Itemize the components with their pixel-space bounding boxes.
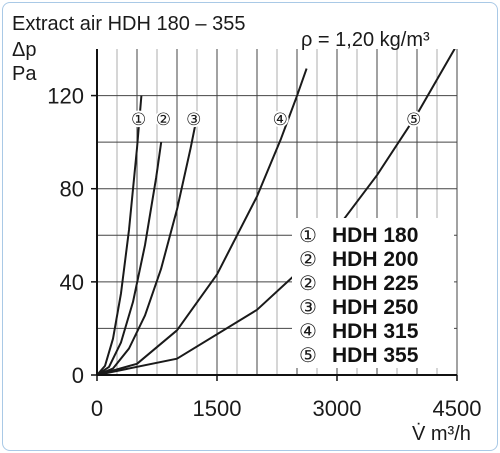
legend-marker: ⑤ — [299, 345, 317, 367]
legend: ① HDH 180 ② HDH 200 ② HDH 225 ③ HDH 250 ④ HDH 315… — [292, 218, 454, 368]
legend-marker: ② — [299, 249, 317, 271]
legend-label: HDH 180 — [332, 224, 418, 247]
curve-① — [97, 95, 143, 375]
curve-label: ① — [131, 110, 146, 129]
axes — [91, 49, 458, 381]
y-tick-label: 40 — [60, 270, 84, 295]
x-tick-label: 0 — [91, 396, 103, 421]
y-axis-unit: Pa — [12, 63, 37, 85]
y-tick-label: 0 — [72, 363, 84, 388]
curve-label: ④ — [273, 110, 288, 129]
legend-label: HDH 200 — [332, 248, 418, 271]
legend-marker: ② — [299, 273, 317, 295]
x-tick-label: 3000 — [313, 396, 362, 421]
curve-label: ⑤ — [406, 110, 421, 129]
density-note: ρ = 1,20 kg/m³ — [301, 29, 430, 51]
curve-② — [97, 141, 163, 375]
legend-marker: ③ — [299, 297, 317, 319]
x-tick-label: 4500 — [433, 396, 482, 421]
x-axis-label: V̇ m³/h — [412, 423, 471, 445]
y-tick-label: 80 — [60, 177, 84, 202]
curve-label: ③ — [186, 110, 201, 129]
legend-label: HDH 250 — [332, 296, 418, 319]
legend-background — [292, 218, 454, 368]
legend-label: HDH 225 — [332, 272, 419, 295]
y-axis-symbol: Δp — [12, 39, 36, 61]
tick-labels: 0 1500 3000 4500 0 40 80 120 — [47, 84, 481, 421]
legend-marker: ④ — [299, 321, 317, 343]
chart-title: Extract air HDH 180 – 355 — [12, 13, 245, 35]
legend-marker: ① — [299, 225, 317, 247]
curve-label: ② — [156, 110, 171, 129]
x-tick-label: 1500 — [193, 396, 242, 421]
curve-③ — [97, 116, 198, 375]
legend-label: HDH 315 — [332, 320, 419, 343]
legend-label: HDH 355 — [332, 344, 419, 367]
curve-④ — [97, 68, 308, 375]
y-tick-label: 120 — [47, 84, 84, 109]
